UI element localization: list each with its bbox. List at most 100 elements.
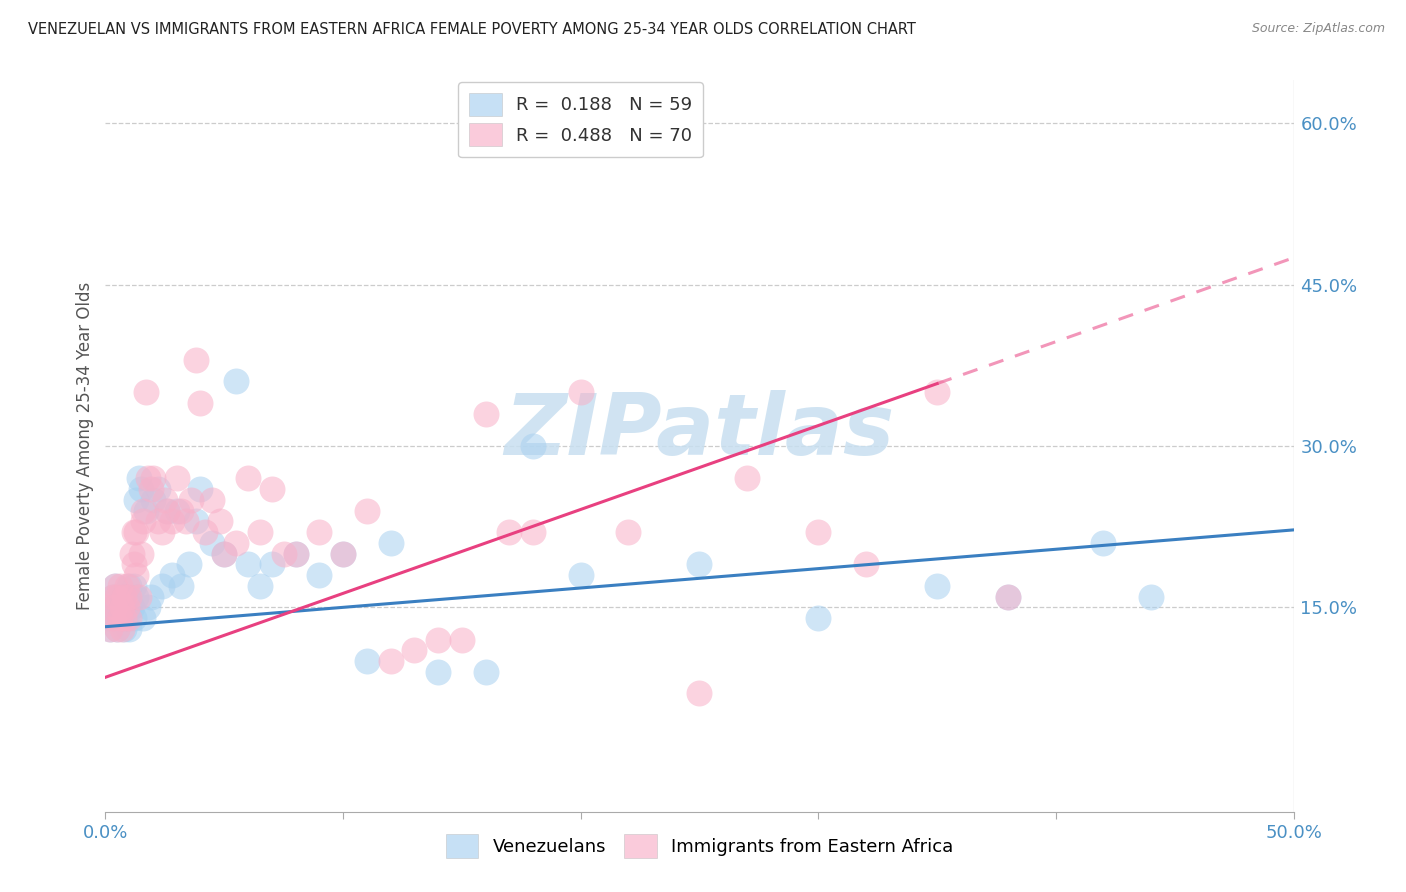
Point [404,643,426,657]
Point [925,385,948,400]
Point [105,622,128,636]
Point [180,492,202,507]
Point [249,579,271,593]
Point [184,514,207,528]
Point [807,611,830,625]
Point [332,547,354,561]
Point [260,558,283,572]
Point [249,524,271,539]
Point [174,514,197,528]
Point [152,579,174,593]
Point [104,611,127,625]
Point [122,579,145,593]
Legend: Venezuelans, Immigrants from Eastern Africa: Venezuelans, Immigrants from Eastern Afr… [439,827,960,865]
Point [129,547,152,561]
Point [474,665,496,679]
Point [332,547,354,561]
Point [122,611,145,625]
Point [273,547,295,561]
Point [108,611,131,625]
Point [225,375,247,389]
Point [129,482,152,496]
Point [105,590,128,604]
Point [114,611,136,625]
Point [190,396,212,410]
Point [380,654,402,668]
Point [156,503,179,517]
Point [125,568,148,582]
Point [617,524,640,539]
Point [118,579,141,593]
Point [308,568,330,582]
Point [236,471,259,485]
Point [146,482,169,496]
Point [214,547,236,561]
Point [136,471,159,485]
Point [114,590,136,604]
Point [114,622,136,636]
Point [136,600,159,615]
Point [160,514,183,528]
Point [569,385,592,400]
Point [115,590,138,604]
Point [111,600,134,615]
Point [128,590,150,604]
Point [997,590,1019,604]
Point [132,611,155,625]
Point [146,514,169,528]
Point [166,503,188,517]
Point [166,471,188,485]
Point [1140,590,1163,604]
Point [194,524,217,539]
Point [121,600,143,615]
Point [98,622,121,636]
Point [184,353,207,368]
Point [125,492,148,507]
Point [121,547,143,561]
Point [689,558,711,572]
Point [118,611,141,625]
Point [170,503,193,517]
Point [108,579,131,593]
Point [101,600,124,615]
Point [122,558,145,572]
Point [356,654,378,668]
Point [569,568,592,582]
Point [260,482,283,496]
Point [122,524,145,539]
Point [522,524,544,539]
Text: ZIPatlas: ZIPatlas [505,390,894,473]
Point [132,503,155,517]
Point [308,524,330,539]
Point [142,492,165,507]
Point [190,482,212,496]
Point [156,503,179,517]
Point [125,524,148,539]
Point [160,568,183,582]
Point [97,611,120,625]
Point [474,407,496,421]
Point [855,558,877,572]
Point [522,439,544,453]
Point [152,524,174,539]
Point [111,590,134,604]
Point [125,590,148,604]
Point [111,600,134,615]
Point [356,503,378,517]
Point [214,547,236,561]
Point [114,600,136,615]
Point [997,590,1019,604]
Point [236,558,259,572]
Point [139,590,162,604]
Point [380,536,402,550]
Point [225,536,247,550]
Point [105,600,128,615]
Point [104,579,127,593]
Point [128,471,150,485]
Point [170,579,193,593]
Text: VENEZUELAN VS IMMIGRANTS FROM EASTERN AFRICA FEMALE POVERTY AMONG 25-34 YEAR OLD: VENEZUELAN VS IMMIGRANTS FROM EASTERN AF… [28,22,915,37]
Point [1092,536,1115,550]
Point [108,611,131,625]
Point [101,611,124,625]
Point [201,536,224,550]
